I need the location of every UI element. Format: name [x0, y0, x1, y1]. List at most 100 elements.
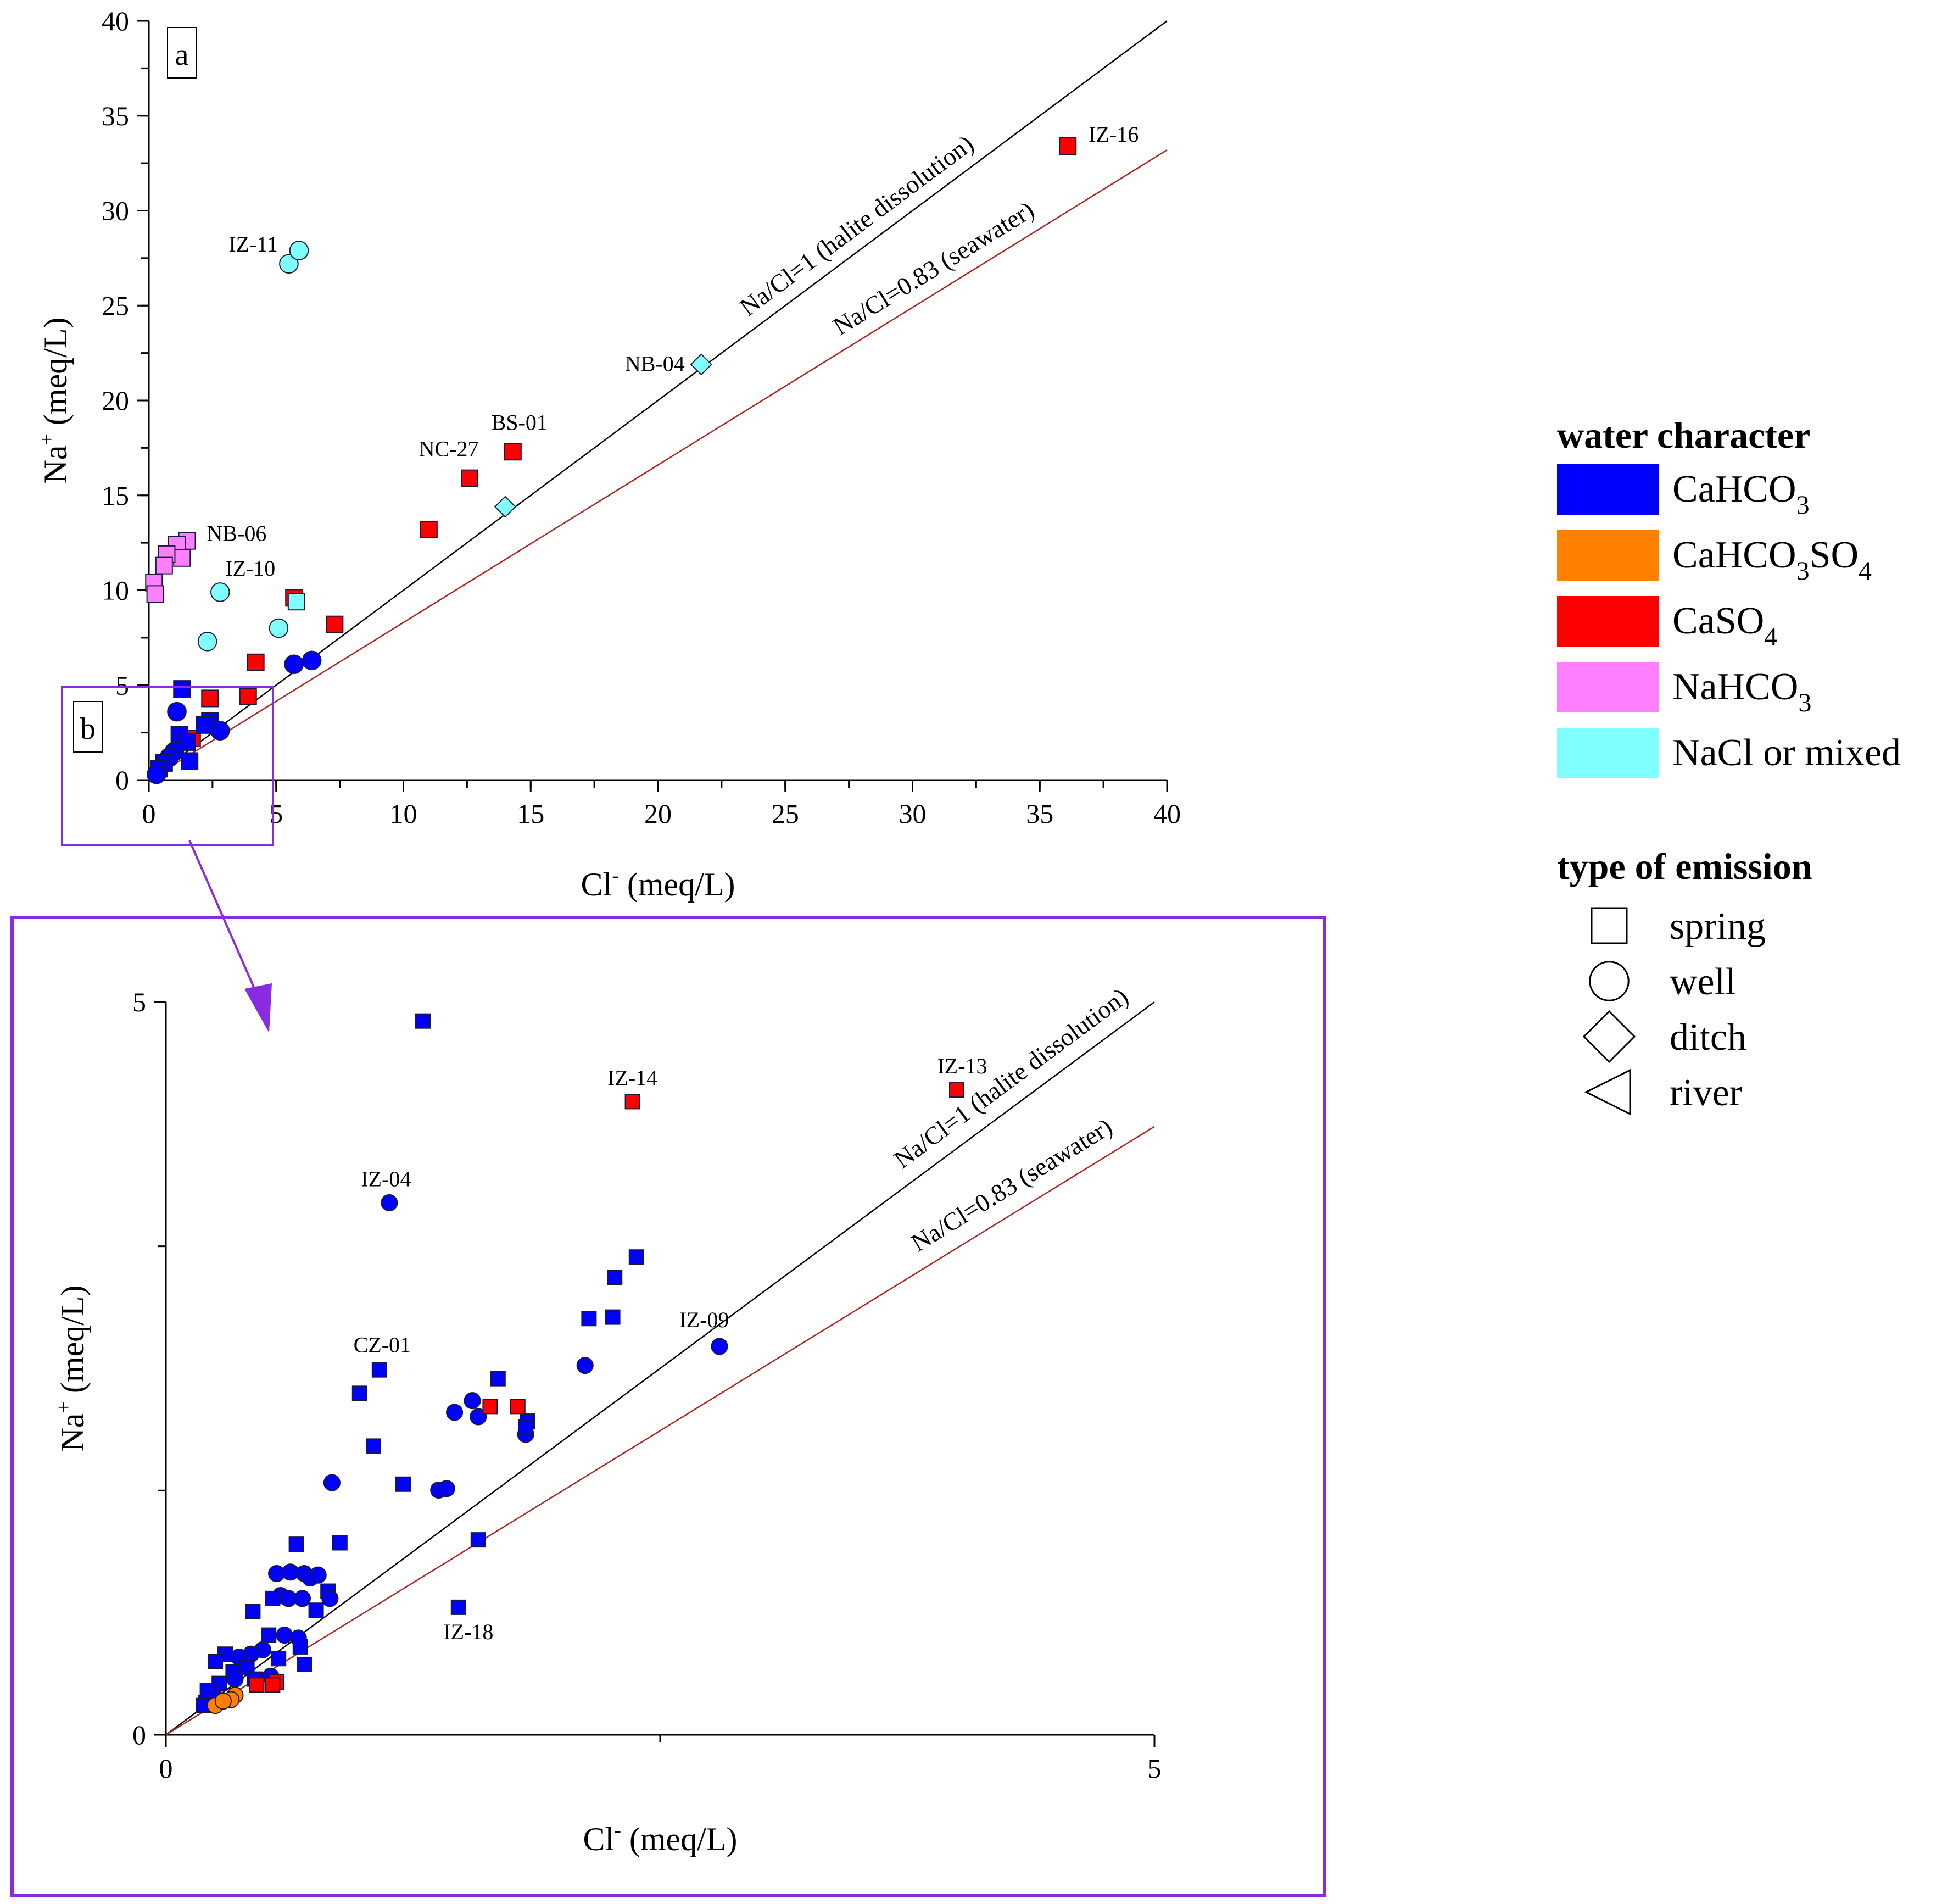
legend-shape-triangle: [1584, 1068, 1631, 1116]
legend-type-label: well: [1670, 961, 1736, 1003]
data-point: [279, 254, 299, 274]
legend-type-label: spring: [1670, 905, 1766, 948]
x-tick-label: 25: [772, 798, 799, 829]
data-point: [415, 1013, 431, 1029]
data-point: [214, 1693, 232, 1710]
data-point: [261, 1627, 277, 1643]
data-point: [605, 1309, 621, 1325]
data-point: [494, 496, 516, 518]
data-point: [308, 1602, 324, 1618]
data-point: [178, 733, 196, 751]
data-point: [470, 1532, 486, 1548]
data-point: [464, 1392, 481, 1410]
y-tick-label: 15: [102, 480, 129, 511]
data-point: [518, 1419, 534, 1435]
x-axis-title-unit: (meq/L): [619, 866, 735, 903]
data-point: [247, 653, 265, 671]
data-point: [196, 716, 214, 734]
data-point: [293, 1590, 311, 1607]
legend-type-label: ditch: [1670, 1016, 1746, 1059]
reference-line-1: [148, 149, 1168, 781]
legend-label-sub: 3: [1798, 688, 1811, 717]
legend-label-NaHCO3: NaHCO3: [1672, 666, 1811, 717]
x-tick-label: 20: [644, 798, 672, 829]
point-label: IZ-16: [1089, 122, 1139, 147]
data-point: [371, 1362, 387, 1378]
y-tick-label: 10: [102, 575, 129, 606]
data-point: [581, 1311, 597, 1327]
x-tick-label: 5: [1148, 1753, 1162, 1784]
data-point: [949, 1082, 964, 1098]
legend-title-type-of-emission: type of emission: [1557, 845, 1812, 887]
legend-shape-diamond: [1582, 1010, 1636, 1064]
data-point: [446, 1404, 464, 1421]
x-axis-title: Cl- (meq/L): [581, 864, 735, 903]
x-tick-label: 10: [390, 798, 417, 829]
panel-b-tag-box: [73, 701, 103, 753]
data-point: [510, 1399, 526, 1415]
legend-label-sub2: 4: [1859, 556, 1872, 586]
data-point: [504, 443, 522, 461]
panel-b-tag: b: [80, 712, 96, 746]
data-point: [269, 618, 289, 638]
legend-label-base: CaSO: [1672, 600, 1764, 642]
legend-label-CaHCO3SO4: CaHCO3SO4: [1672, 534, 1872, 586]
data-point: [289, 241, 309, 260]
data-point: [265, 1590, 281, 1606]
data-point: [292, 1639, 308, 1655]
zoom-arrow-head: [244, 983, 272, 1033]
data-point: [147, 764, 166, 784]
legend-shape-square: [1591, 907, 1628, 944]
y-axis-title-base: Na: [54, 1413, 91, 1452]
data-point: [146, 585, 164, 603]
data-point: [470, 1408, 487, 1426]
data-point: [271, 1651, 287, 1667]
data-point: [482, 1399, 498, 1415]
point-label: IZ-13: [937, 1054, 987, 1078]
point-label: NC-27: [419, 437, 479, 461]
y-axis-title-sup: +: [35, 433, 58, 445]
data-point: [201, 689, 219, 708]
data-point: [450, 1599, 466, 1615]
data-point: [323, 1474, 341, 1491]
y-tick-label: 20: [102, 385, 129, 416]
x-axis-title-base: Cl: [583, 1821, 615, 1857]
data-point: [226, 1671, 244, 1688]
x-tick-label: 0: [142, 798, 156, 829]
data-point: [381, 1194, 398, 1212]
x-tick-label: 35: [1026, 798, 1053, 829]
data-point: [461, 469, 479, 487]
data-point: [208, 1654, 223, 1669]
y-axis-title-base: Na: [37, 446, 74, 484]
data-point: [249, 1677, 265, 1693]
y-tick-label: 5: [115, 670, 129, 700]
y-tick-label: 5: [132, 987, 146, 1017]
data-point: [173, 549, 191, 567]
data-point: [197, 631, 217, 652]
y-axis-title-unit: (meq/L): [37, 318, 74, 434]
data-point: [420, 520, 438, 538]
y-tick-label: 35: [102, 101, 129, 131]
inset-region-box: [61, 686, 274, 846]
panel-a-tag: a: [175, 38, 189, 72]
data-point: [302, 650, 322, 671]
reference-line-1: [165, 1126, 1155, 1736]
data-point: [321, 1590, 339, 1607]
legend-swatch-CaSO4: [1557, 596, 1659, 647]
data-point: [711, 1338, 728, 1355]
point-label: IZ-18: [443, 1619, 493, 1644]
inset-guide: b: [10, 686, 1326, 1897]
point-label: BS-01: [492, 410, 548, 435]
panel-a-scatter-plot: 0 5 10 15 20 25 30 35 40 0 5 10 15 20 25 30 35 40 Cl- (meq…: [35, 5, 1181, 903]
y-tick-label: 25: [102, 290, 129, 321]
legend-label-sub: 3: [1796, 491, 1810, 520]
data-point: [210, 721, 230, 741]
data-point: [239, 687, 257, 705]
legend: water characterCaHCO3CaHCO3SO4CaSO4NaHCO…: [1557, 414, 1901, 1116]
data-point: [210, 582, 230, 602]
x-tick-label: 30: [899, 798, 927, 829]
x-tick-label: 0: [159, 1753, 173, 1784]
legend-swatch-CaHCO3SO4: [1557, 530, 1659, 581]
legend-swatch-CaHCO3: [1557, 464, 1659, 515]
